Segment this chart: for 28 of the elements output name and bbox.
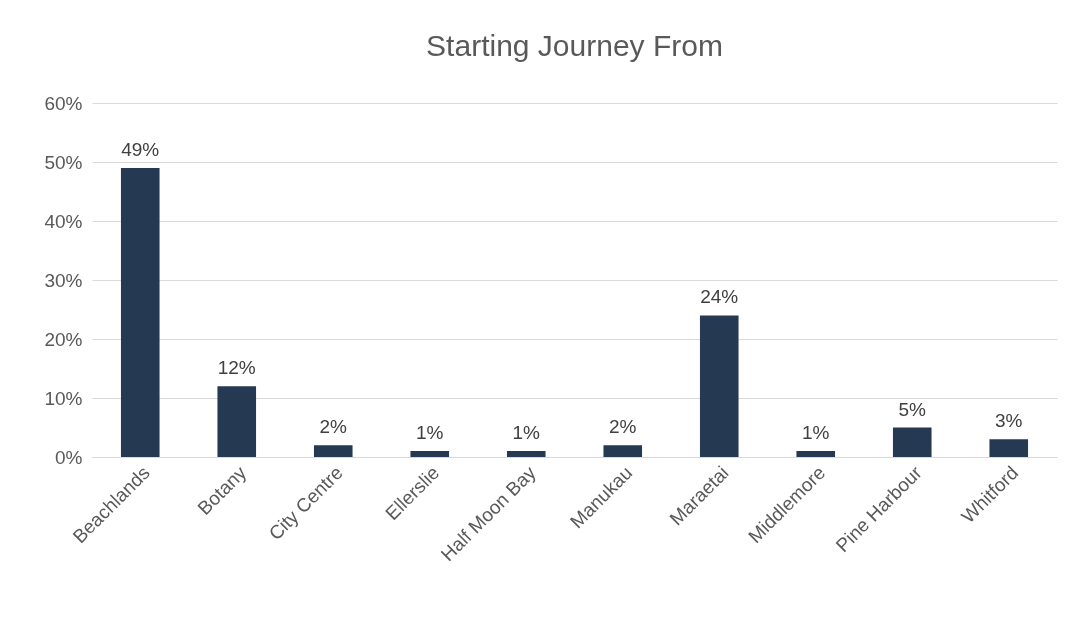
bar (796, 451, 836, 457)
data-label: 5% (898, 398, 927, 420)
data-label: 12% (217, 357, 256, 379)
y-tick-label: 50% (44, 151, 83, 173)
data-label: 2% (609, 416, 637, 438)
bar (506, 451, 546, 457)
bar (313, 445, 353, 457)
bar (217, 386, 257, 457)
data-label: 49% (121, 138, 160, 160)
data-label: 2% (319, 416, 348, 438)
bar (120, 167, 160, 457)
chart-title: Starting Journey From (426, 29, 723, 62)
data-label: 24% (700, 286, 739, 308)
bar (989, 439, 1029, 457)
data-label: 3% (995, 410, 1023, 432)
y-tick-label: 20% (44, 328, 83, 350)
bar (410, 451, 450, 457)
bar (892, 427, 932, 457)
data-label: 1% (416, 422, 444, 444)
bar (699, 315, 739, 457)
y-tick-label: 40% (44, 210, 83, 232)
data-label: 1% (802, 422, 830, 444)
bar (603, 445, 643, 457)
data-label: 1% (512, 422, 541, 444)
y-tick-label: 10% (44, 387, 83, 409)
y-tick-label: 30% (44, 269, 83, 291)
y-tick-label: 60% (44, 92, 83, 114)
y-tick-label: 0% (55, 446, 83, 468)
